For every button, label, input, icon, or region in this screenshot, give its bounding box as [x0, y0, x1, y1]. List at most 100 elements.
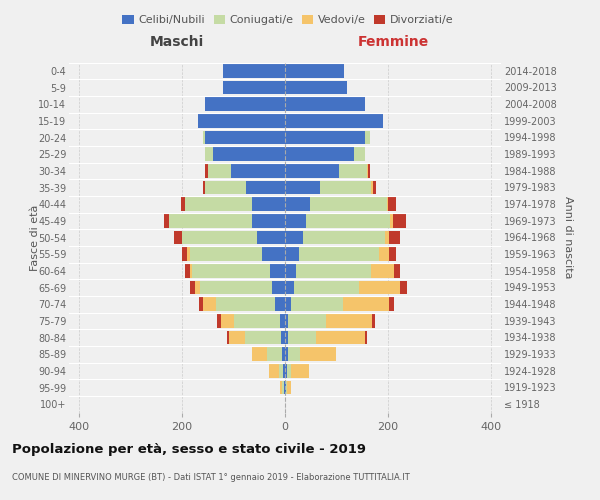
- Bar: [205, 164, 208, 177]
- Bar: [181, 198, 185, 211]
- Bar: [389, 248, 395, 261]
- Bar: [245, 330, 281, 344]
- Bar: [187, 248, 190, 261]
- Bar: [281, 330, 285, 344]
- Bar: [285, 364, 287, 378]
- Bar: [287, 380, 291, 394]
- Bar: [208, 164, 231, 177]
- Bar: [290, 364, 308, 378]
- Text: Femmine: Femmine: [358, 35, 428, 49]
- Bar: [283, 348, 285, 361]
- Bar: [223, 64, 285, 78]
- Bar: [389, 230, 400, 244]
- Bar: [205, 148, 213, 161]
- Bar: [185, 264, 190, 278]
- Bar: [203, 130, 205, 144]
- Bar: [182, 230, 257, 244]
- Bar: [251, 214, 285, 228]
- Bar: [285, 314, 287, 328]
- Bar: [185, 198, 251, 211]
- Bar: [299, 248, 379, 261]
- Bar: [280, 314, 285, 328]
- Bar: [379, 248, 389, 261]
- Bar: [190, 248, 262, 261]
- Bar: [280, 364, 283, 378]
- Bar: [373, 180, 376, 194]
- Bar: [197, 114, 285, 128]
- Bar: [320, 180, 371, 194]
- Bar: [215, 298, 275, 311]
- Bar: [287, 330, 316, 344]
- Bar: [371, 264, 394, 278]
- Bar: [368, 164, 370, 177]
- Bar: [217, 314, 221, 328]
- Bar: [223, 80, 285, 94]
- Bar: [394, 264, 400, 278]
- Bar: [175, 230, 182, 244]
- Legend: Celibi/Nubili, Coniugati/e, Vedovi/e, Divorziati/e: Celibi/Nubili, Coniugati/e, Vedovi/e, Di…: [118, 10, 458, 30]
- Bar: [205, 180, 247, 194]
- Bar: [169, 214, 251, 228]
- Bar: [285, 380, 286, 394]
- Text: COMUNE DI MINERVINO MURGE (BT) - Dati ISTAT 1° gennaio 2019 - Elaborazione TUTTI: COMUNE DI MINERVINO MURGE (BT) - Dati IS…: [12, 472, 410, 482]
- Bar: [285, 230, 303, 244]
- Bar: [285, 330, 287, 344]
- Bar: [283, 364, 285, 378]
- Bar: [262, 248, 285, 261]
- Bar: [267, 348, 283, 361]
- Bar: [371, 180, 373, 194]
- Bar: [213, 148, 285, 161]
- Bar: [285, 98, 365, 111]
- Bar: [287, 364, 290, 378]
- Bar: [233, 314, 280, 328]
- Bar: [393, 214, 406, 228]
- Bar: [285, 148, 355, 161]
- Bar: [387, 198, 388, 211]
- Bar: [247, 180, 285, 194]
- Bar: [285, 248, 299, 261]
- Bar: [164, 214, 169, 228]
- Bar: [284, 380, 285, 394]
- Bar: [182, 248, 187, 261]
- Bar: [296, 264, 371, 278]
- Bar: [199, 298, 203, 311]
- Bar: [203, 298, 215, 311]
- Bar: [280, 380, 283, 394]
- Text: Popolazione per età, sesso e stato civile - 2019: Popolazione per età, sesso e stato civil…: [12, 442, 366, 456]
- Bar: [200, 280, 272, 294]
- Bar: [343, 298, 389, 311]
- Bar: [285, 264, 296, 278]
- Bar: [294, 280, 359, 294]
- Y-axis label: Fasce di età: Fasce di età: [30, 204, 40, 270]
- Bar: [285, 214, 305, 228]
- Bar: [310, 198, 387, 211]
- Bar: [316, 330, 365, 344]
- Bar: [251, 198, 285, 211]
- Bar: [269, 264, 285, 278]
- Bar: [285, 164, 339, 177]
- Bar: [303, 230, 385, 244]
- Bar: [359, 280, 400, 294]
- Bar: [367, 164, 368, 177]
- Bar: [286, 380, 287, 394]
- Bar: [373, 314, 375, 328]
- Bar: [229, 330, 245, 344]
- Bar: [391, 214, 393, 228]
- Bar: [285, 64, 344, 78]
- Bar: [285, 198, 310, 211]
- Text: Maschi: Maschi: [150, 35, 204, 49]
- Bar: [389, 298, 394, 311]
- Bar: [388, 198, 396, 211]
- Bar: [285, 280, 294, 294]
- Bar: [285, 180, 320, 194]
- Bar: [283, 380, 284, 394]
- Bar: [205, 130, 285, 144]
- Bar: [301, 348, 337, 361]
- Bar: [287, 348, 301, 361]
- Bar: [285, 348, 287, 361]
- Bar: [339, 164, 367, 177]
- Bar: [287, 314, 326, 328]
- Bar: [285, 298, 291, 311]
- Bar: [285, 130, 365, 144]
- Bar: [305, 214, 391, 228]
